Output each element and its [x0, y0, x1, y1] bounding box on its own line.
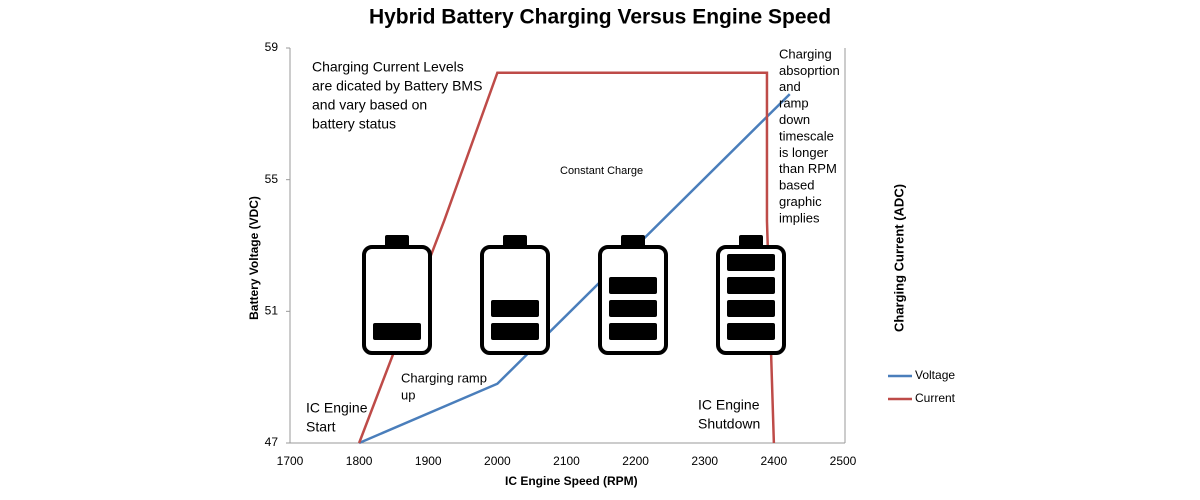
annotation: than RPM [779, 161, 837, 176]
annotation: up [401, 387, 415, 402]
annotation: Constant Charge [560, 165, 643, 177]
annotation: absoprtion [779, 63, 840, 78]
y2-axis-title: Charging Current (ADC) [891, 184, 906, 332]
y-tick-label: 59 [265, 40, 279, 54]
battery-cap [503, 235, 527, 247]
battery-bar [609, 277, 657, 294]
legend-label: Current [915, 391, 956, 405]
annotation: IC Engine [306, 400, 368, 416]
x-tick-label: 1800 [346, 454, 373, 468]
annotation: implies [779, 210, 820, 225]
battery-bar [373, 323, 421, 340]
battery-bar [609, 323, 657, 340]
chart-title: Hybrid Battery Charging Versus Engine Sp… [369, 6, 831, 29]
battery-cap [739, 235, 763, 247]
y-tick-label: 55 [265, 172, 279, 186]
annotation: is longer [779, 145, 829, 160]
x-tick-label: 2000 [484, 454, 511, 468]
annotation: ramp [779, 96, 809, 111]
annotation: graphic [779, 194, 822, 209]
annotation: Charging Current Levels [312, 59, 464, 75]
annotation: Charging [779, 46, 832, 61]
annotation: and [779, 79, 801, 94]
battery-bar [727, 254, 775, 271]
battery-bar [609, 300, 657, 317]
y-tick-label: 51 [265, 304, 279, 318]
x-tick-label: 2400 [761, 454, 788, 468]
annotation: based [779, 178, 814, 193]
x-tick-label: 1900 [415, 454, 442, 468]
annotation: Charging ramp [401, 370, 487, 385]
series-line [358, 93, 791, 445]
annotation: down [779, 112, 810, 127]
y-axis-title: Battery Voltage (VDC) [247, 196, 261, 320]
annotation: Start [306, 419, 336, 435]
annotation: Shutdown [698, 416, 760, 432]
battery-cap [385, 235, 409, 247]
x-tick-label: 2300 [691, 454, 718, 468]
x-tick-label: 2100 [553, 454, 580, 468]
battery-bar [727, 300, 775, 317]
annotation: and vary based on [312, 97, 427, 113]
battery-icons [362, 235, 786, 355]
y-tick-label: 47 [265, 435, 279, 449]
annotation: timescale [779, 128, 834, 143]
annotation: IC Engine [698, 397, 760, 413]
battery-bar [491, 300, 539, 317]
battery-cap [621, 235, 645, 247]
x-tick-label: 2200 [622, 454, 649, 468]
battery-bar [491, 323, 539, 340]
x-tick-label: 2500 [830, 454, 857, 468]
legend-label: Voltage [915, 368, 955, 382]
battery-bar [727, 323, 775, 340]
x-axis-title: IC Engine Speed (RPM) [505, 474, 638, 488]
battery-bar [727, 277, 775, 294]
annotation: battery status [312, 116, 396, 132]
x-tick-label: 1700 [277, 454, 304, 468]
annotation: are dicated by Battery BMS [312, 78, 482, 94]
